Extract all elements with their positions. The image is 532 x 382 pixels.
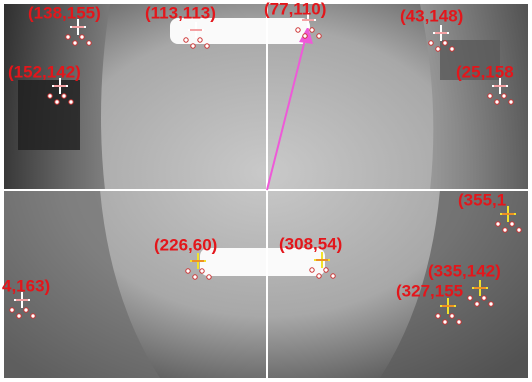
- scene: [2, 2, 530, 380]
- feature-point: [310, 28, 314, 32]
- feature-point: [303, 34, 307, 38]
- feature-point: [429, 41, 433, 45]
- feature-point: [482, 296, 486, 300]
- coordinate-label: (25,158: [456, 62, 514, 81]
- feature-point: [436, 47, 440, 51]
- feature-point: [517, 228, 521, 232]
- feature-point: [31, 314, 35, 318]
- feature-point: [489, 302, 493, 306]
- feature-point: [205, 44, 209, 48]
- feature-point: [443, 41, 447, 45]
- feature-point: [436, 314, 440, 318]
- feature-point: [509, 100, 513, 104]
- feature-point: [186, 269, 190, 273]
- feature-point: [73, 41, 77, 45]
- feature-point: [496, 222, 500, 226]
- feature-point: [69, 100, 73, 104]
- coordinate-label: (113,113): [145, 3, 216, 22]
- coordinate-label: (355,1: [458, 190, 506, 209]
- feature-point: [207, 275, 211, 279]
- feature-point: [66, 35, 70, 39]
- feature-point: [317, 34, 321, 38]
- coordinate-label: (77,110): [264, 0, 326, 18]
- coordinate-label: (226,60): [154, 235, 217, 254]
- feature-point: [502, 94, 506, 98]
- feature-point: [331, 274, 335, 278]
- feature-point: [80, 35, 84, 39]
- feature-point: [10, 308, 14, 312]
- feature-point: [510, 222, 514, 226]
- feature-point: [296, 28, 300, 32]
- feature-point: [62, 94, 66, 98]
- feature-point: [87, 41, 91, 45]
- feature-point: [503, 228, 507, 232]
- feature-point: [310, 268, 314, 272]
- feature-point: [48, 94, 52, 98]
- coordinate-label: (43,148): [400, 6, 463, 25]
- feature-point: [193, 275, 197, 279]
- feature-point: [200, 269, 204, 273]
- coordinate-label: (152,142): [8, 62, 81, 81]
- feature-point: [184, 38, 188, 42]
- feature-point: [24, 308, 28, 312]
- feature-point: [450, 47, 454, 51]
- feature-point: [443, 320, 447, 324]
- coordinate-label: 4,163): [2, 276, 50, 295]
- coordinate-label: (335,142): [428, 261, 501, 280]
- feature-point: [475, 302, 479, 306]
- feature-point: [55, 100, 59, 104]
- feature-point: [324, 268, 328, 272]
- feature-point: [317, 274, 321, 278]
- feature-point: [198, 38, 202, 42]
- camera-frame: (138,155) (113,113) (77,110) (43,148) (152,1…: [0, 0, 532, 382]
- feature-point: [488, 94, 492, 98]
- feature-point: [495, 100, 499, 104]
- feature-point: [191, 44, 195, 48]
- coordinate-label: (327,155: [396, 281, 463, 300]
- feature-point: [17, 314, 21, 318]
- coordinate-label: (138,155): [28, 3, 101, 22]
- feature-point: [468, 296, 472, 300]
- feature-point: [457, 320, 461, 324]
- coordinate-label: (308,54): [279, 234, 342, 253]
- feature-point: [450, 314, 454, 318]
